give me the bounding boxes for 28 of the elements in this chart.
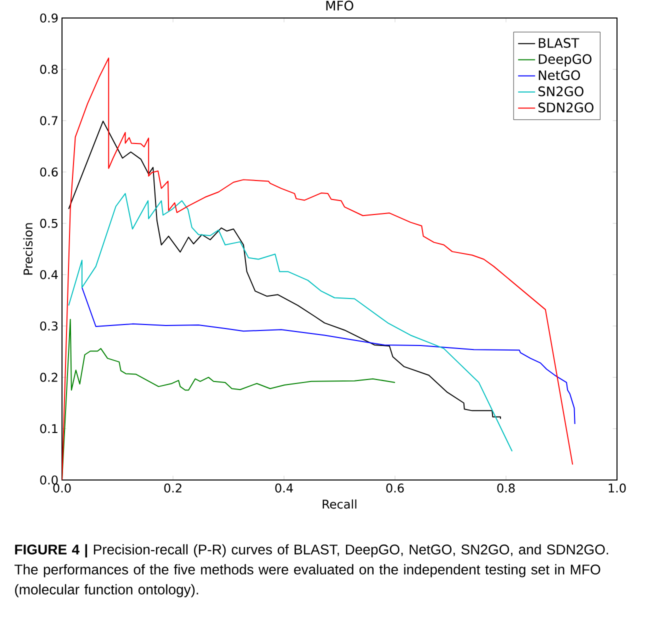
line-series: [68, 193, 513, 452]
x-tick-label: 0.0: [53, 484, 71, 493]
line-series: [68, 120, 501, 420]
legend-label: NetGO: [538, 70, 580, 80]
x-tick-label: 1.0: [608, 484, 626, 493]
y-tick-label: 0.0: [40, 475, 58, 485]
y-tick-label: 0.6: [40, 167, 58, 177]
legend-label: SDN2GO: [538, 102, 594, 112]
y-tick-label: 0.1: [40, 424, 58, 434]
x-tick-label: 0.2: [164, 484, 182, 493]
legend-label: SN2GO: [538, 86, 584, 96]
line-series: [81, 286, 576, 425]
y-tick-label: 0.8: [40, 64, 58, 74]
x-tick-label: 0.6: [386, 484, 404, 493]
y-tick-label: 0.7: [40, 116, 58, 126]
y-tick-label: 0.9: [40, 13, 58, 23]
text: FIGURE 4 | Precision-recall (P-R) curves of BLAST, DeepGO, NetGO, SN2GO, and SDN2GO. The performances of the five methods were evaluated on the independent testing set in MFO (molecular function ontology).: [14, 544, 608, 598]
y-tick-label: 0.2: [40, 372, 58, 382]
x-tick-label: 0.8: [497, 484, 515, 493]
x-axis-title: Recall: [322, 499, 356, 509]
y-axis-title: Precision: [23, 223, 33, 275]
x-tick-label: 0.4: [275, 484, 293, 493]
chart-title: MFO: [326, 0, 354, 10]
y-tick-label: 0.5: [40, 218, 58, 228]
y-tick-label: 0.3: [40, 321, 58, 331]
legend-label: DeepGO: [538, 54, 592, 67]
legend-label: BLAST: [538, 38, 580, 48]
y-tick-label: 0.4: [40, 270, 58, 280]
